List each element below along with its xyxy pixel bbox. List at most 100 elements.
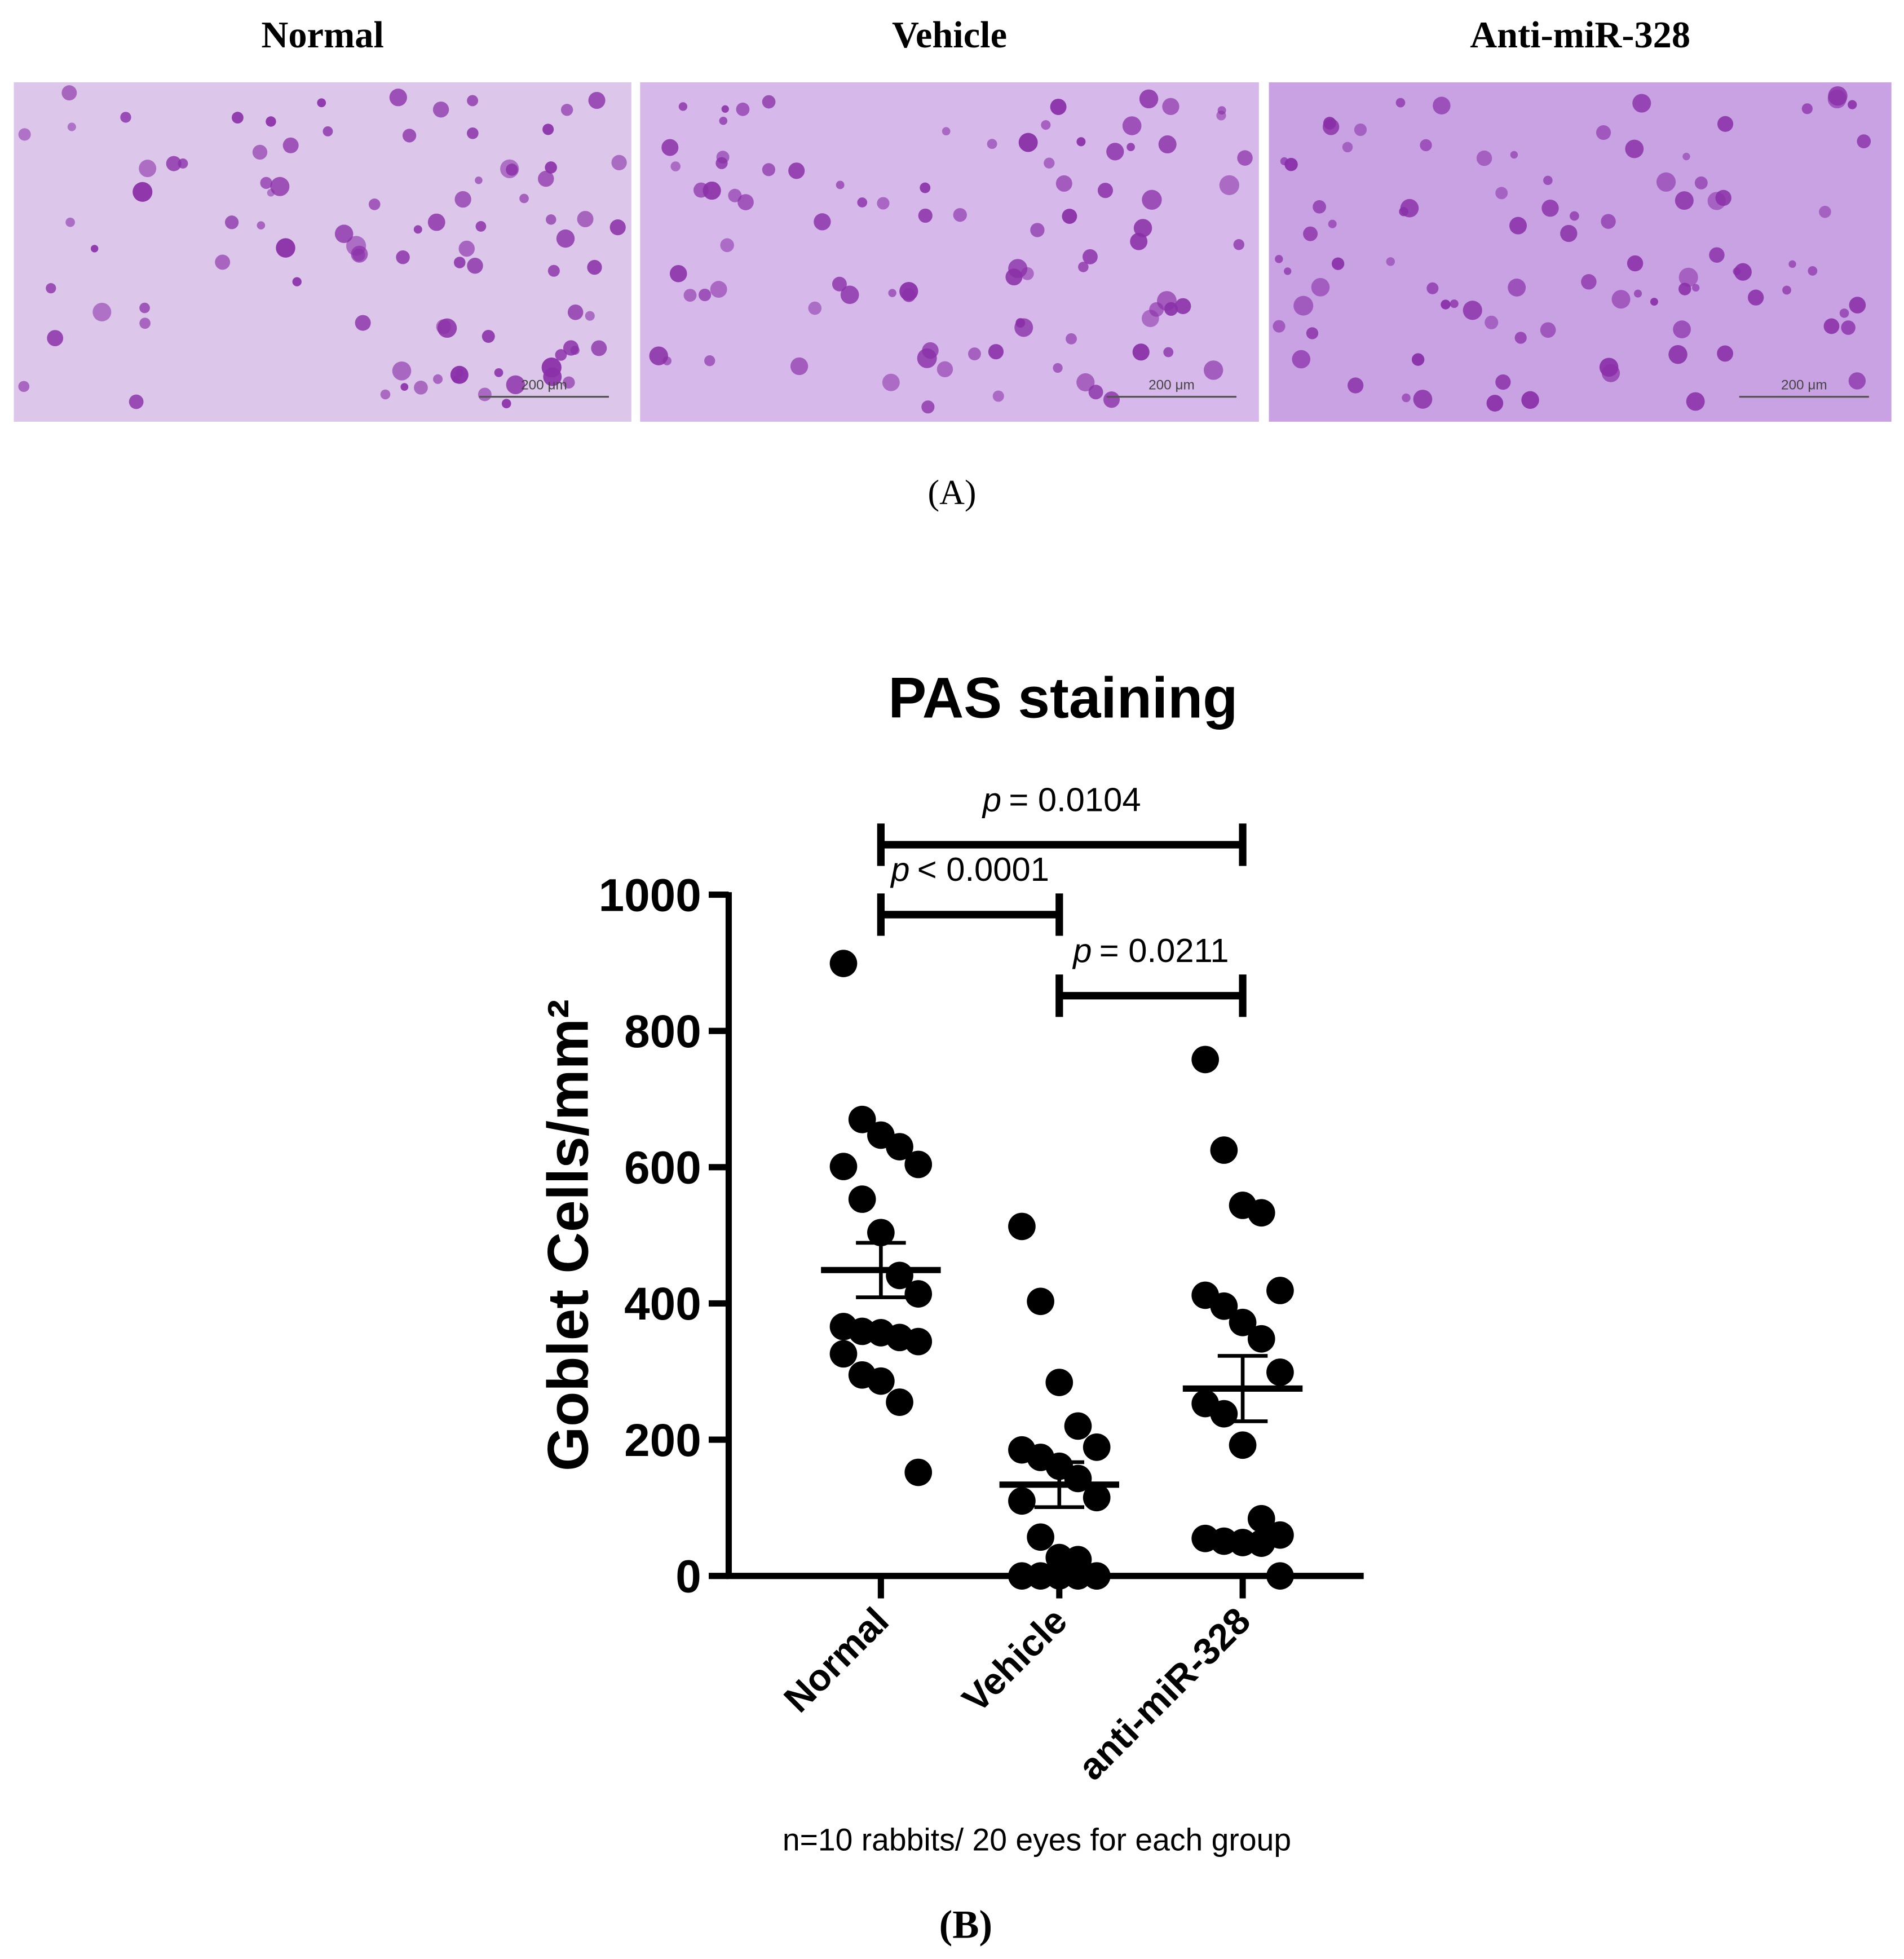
- stain-dot: [1801, 103, 1813, 114]
- stain-dot: [257, 221, 266, 230]
- stain-dot: [567, 304, 584, 320]
- stain-dot: [402, 129, 417, 143]
- stain-dot: [538, 170, 554, 187]
- panel-label: (B): [939, 1903, 992, 1947]
- data-point: [848, 1105, 876, 1133]
- stain-dot: [728, 188, 742, 202]
- stain-dot: [1686, 392, 1705, 411]
- stain-dot: [1076, 373, 1095, 392]
- stain-dot: [368, 198, 381, 210]
- stain-dot: [139, 160, 157, 178]
- stain-dot: [563, 340, 579, 356]
- stain-dot: [556, 229, 575, 248]
- stain-dot: [1581, 274, 1597, 290]
- stain-dot: [467, 127, 479, 139]
- stain-dot: [276, 238, 295, 258]
- stain-dot: [1717, 116, 1734, 132]
- stain-dot: [47, 330, 64, 346]
- stain-dot: [736, 102, 750, 116]
- p-symbol: p: [982, 780, 1001, 818]
- stain-dot: [1734, 263, 1752, 281]
- stain-dot: [1402, 393, 1411, 403]
- stain-dot: [953, 208, 967, 222]
- stain-dot: [1292, 350, 1311, 369]
- stain-dot: [389, 89, 407, 107]
- stain-dot: [139, 317, 151, 329]
- data-point: [1045, 1369, 1074, 1396]
- stain-dot: [721, 105, 729, 113]
- note: n=10 rabbits/ 20 eyes for each group: [783, 1822, 1291, 1857]
- data-point: [904, 1327, 933, 1356]
- stain-dot: [458, 240, 475, 257]
- stain-dot: [1694, 176, 1708, 189]
- stain-dot: [877, 197, 890, 210]
- p-text: = 0.0104: [1009, 780, 1141, 818]
- stain-dot: [481, 330, 495, 343]
- stain-dot: [1841, 320, 1856, 335]
- data-point: [1027, 1523, 1054, 1551]
- stain-dot: [1354, 123, 1367, 136]
- stain-dot: [591, 340, 607, 356]
- stain-dot: [1650, 298, 1658, 306]
- stain-dot: [661, 139, 679, 156]
- stain-dot: [1130, 232, 1148, 250]
- stain-dot: [920, 182, 931, 193]
- stain-dot: [1122, 116, 1142, 135]
- stain-dot: [427, 213, 445, 231]
- stain-dot: [506, 375, 525, 395]
- stain-dot: [1675, 191, 1694, 210]
- scale-bar-label: 200 μm: [1781, 377, 1827, 392]
- stain-dot: [1203, 360, 1223, 380]
- stain-dot: [1601, 214, 1616, 229]
- data-point: [1266, 1277, 1294, 1304]
- stain-dot: [266, 116, 276, 127]
- stain-dot: [1018, 133, 1038, 152]
- data-point: [904, 1150, 933, 1179]
- stain-dot: [1021, 267, 1034, 280]
- stain-dot: [129, 394, 144, 409]
- stain-dot: [450, 365, 469, 384]
- stain-dot: [587, 259, 602, 275]
- stain-dot: [1400, 198, 1419, 218]
- data-point: [1229, 1431, 1257, 1459]
- stain-dot: [1521, 391, 1539, 409]
- data-point: [886, 1388, 913, 1416]
- p-symbol: p: [890, 850, 909, 888]
- stain-dot: [1510, 151, 1518, 159]
- data-point: [1247, 1199, 1275, 1227]
- stain-dot: [788, 162, 805, 179]
- y-tick-label: 200: [624, 1415, 701, 1466]
- stain-dot: [292, 277, 302, 286]
- stain-dot: [560, 104, 573, 116]
- data-point: [829, 1340, 858, 1368]
- stain-dot: [1543, 175, 1553, 186]
- stain-dot: [92, 302, 112, 321]
- stain-dot: [1132, 343, 1150, 361]
- stain-dot: [649, 346, 668, 365]
- data-point: [1229, 1308, 1257, 1336]
- stain-dot: [1030, 223, 1045, 237]
- stain-dot: [132, 182, 153, 202]
- stain-dot: [1233, 239, 1244, 250]
- data-point: [867, 1367, 895, 1395]
- stain-dot: [704, 355, 715, 367]
- stain-dot: [988, 344, 1004, 360]
- stain-dot: [1540, 322, 1556, 338]
- stain-dot: [1293, 295, 1314, 316]
- stain-dot: [670, 161, 681, 171]
- chart-title: PAS staining: [888, 665, 1238, 730]
- stain-dot: [1066, 333, 1077, 345]
- data-point: [1008, 1487, 1036, 1515]
- stain-dot: [475, 221, 487, 232]
- stain-dot: [840, 285, 859, 305]
- stain-dot: [1237, 150, 1253, 166]
- stain-dot: [1053, 363, 1063, 373]
- stain-dot: [588, 91, 606, 109]
- stain-dot: [1050, 99, 1067, 115]
- stain-dot: [1682, 152, 1690, 161]
- stain-dot: [1463, 301, 1482, 320]
- stain-dot: [252, 144, 268, 160]
- stain-dot: [1848, 100, 1857, 109]
- stain-dot: [1627, 255, 1644, 272]
